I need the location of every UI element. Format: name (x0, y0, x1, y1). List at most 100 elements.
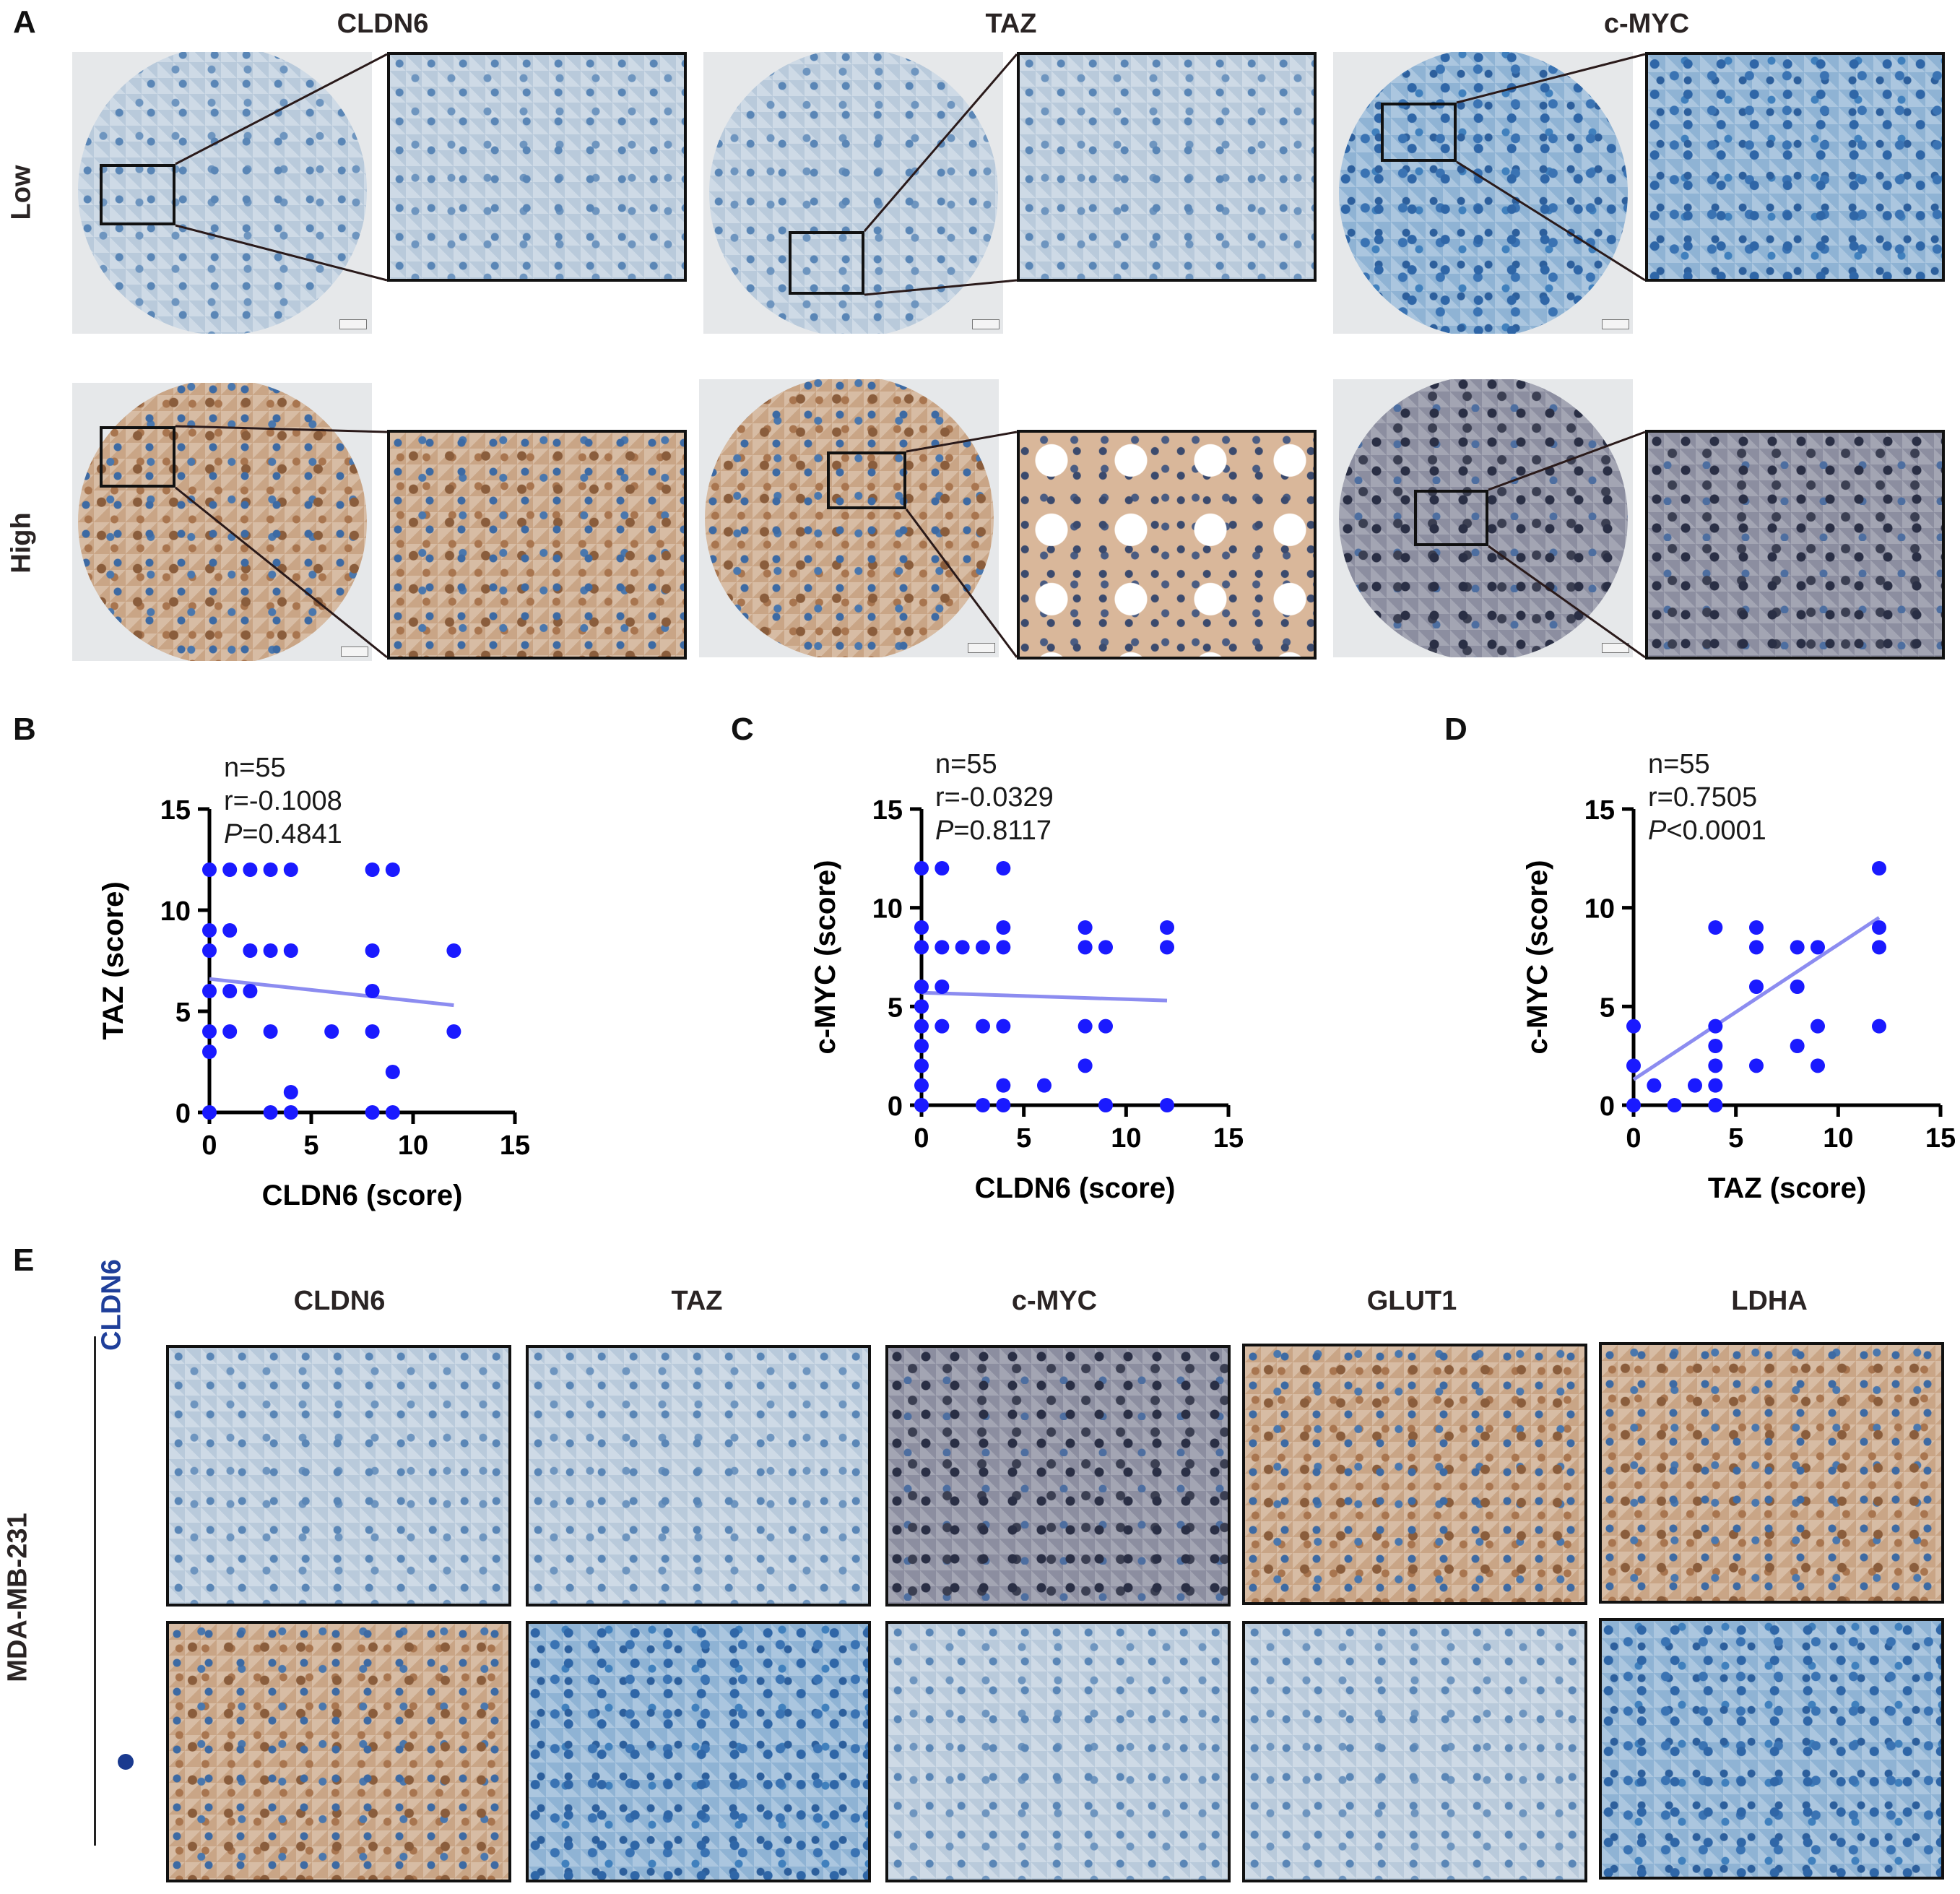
data-point (1160, 940, 1174, 955)
x-tick-label: 10 (398, 1130, 428, 1161)
data-point (935, 940, 950, 955)
data-point (385, 1105, 400, 1120)
data-point (1708, 1078, 1723, 1093)
panel-b-p-value: =0.4841 (242, 819, 342, 849)
data-point (202, 943, 217, 958)
roi-box-cmyc-low (1381, 103, 1457, 162)
data-point (263, 943, 278, 958)
panel-e-image-cldn6-control (166, 1345, 511, 1607)
y-tick-label: 10 (1584, 894, 1615, 925)
y-tick-label: 5 (888, 993, 903, 1023)
zoom-image-taz-low (1017, 52, 1317, 282)
panel-e-image-cldn6-dot (166, 1621, 511, 1882)
data-point (1626, 1098, 1641, 1112)
roi-box-cldn6-high (100, 426, 175, 488)
data-point (243, 984, 258, 998)
data-point (996, 1098, 1011, 1112)
y-tick-label: 0 (175, 1099, 191, 1129)
x-tick-label: 15 (500, 1130, 530, 1161)
data-point (1098, 940, 1113, 955)
data-point (263, 862, 278, 877)
data-point (1647, 1078, 1662, 1093)
data-point (365, 943, 380, 958)
panel-a-header-cldn6: CLDN6 (337, 9, 429, 39)
y-tick-label: 0 (888, 1091, 903, 1122)
data-point (1708, 1039, 1723, 1053)
data-point (996, 920, 1011, 935)
panel-b-p: P=0.4841 (224, 818, 342, 851)
scatter-chart-c: 0 5 10 15 0 5 10 15 CLDN6 (score) c-MYC (score) (810, 795, 1244, 1204)
y-tick-label: 0 (1600, 1091, 1615, 1122)
tma-core-cldn6-low (72, 52, 372, 334)
panel-d-p-label: P (1648, 816, 1667, 846)
data-point (1708, 1098, 1723, 1112)
data-point (1790, 940, 1805, 955)
panel-e-header-glut1: GLUT1 (1366, 1286, 1457, 1316)
data-point (914, 1058, 929, 1073)
panel-e-image-glut1-control (1242, 1344, 1587, 1605)
data-point (1749, 920, 1764, 935)
data-point (1077, 940, 1093, 955)
condition-label-text: CLDN6 (96, 1259, 127, 1351)
panel-letter-c: C (731, 712, 754, 747)
zoom-connector-lines (175, 53, 1646, 659)
data-point (222, 923, 238, 938)
data-point (263, 1024, 278, 1039)
scatter-chart-b: 0 5 10 15 0 5 10 15 CLDN6 (score) TAZ (score) (97, 795, 530, 1211)
y-tick-label: 15 (160, 795, 191, 826)
panel-c-p-value: =0.8117 (953, 816, 1051, 846)
x-tick-label: 10 (1111, 1123, 1141, 1154)
panel-d-r: r=0.7505 (1648, 782, 1758, 813)
panel-d-n: n=55 (1648, 749, 1710, 779)
data-point (283, 862, 298, 877)
panel-e-image-cmyc-dot (885, 1621, 1231, 1882)
data-point (1160, 920, 1174, 935)
data-point (1872, 940, 1886, 955)
panel-letter-b: B (13, 712, 36, 747)
data-point (202, 984, 217, 998)
data-point (202, 923, 217, 938)
panel-e-image-ldha-dot (1599, 1618, 1944, 1880)
data-point (283, 1105, 298, 1120)
data-point (243, 943, 258, 958)
data-point (914, 920, 929, 935)
data-point (263, 1105, 278, 1120)
panel-c-p: P=0.8117 (935, 814, 1051, 847)
data-point (385, 862, 400, 877)
roi-box-taz-low (789, 231, 864, 295)
data-point (243, 862, 258, 877)
x-tick-label: 0 (914, 1123, 929, 1154)
data-point (1811, 1058, 1825, 1073)
panel-e-header-cldn6: CLDN6 (293, 1286, 386, 1316)
roi-box-cmyc-high (1414, 490, 1488, 546)
panel-d-p: P<0.0001 (1648, 814, 1766, 847)
data-point (935, 980, 950, 994)
data-point (914, 1078, 929, 1093)
zoom-image-taz-high (1017, 430, 1317, 660)
data-point (1749, 940, 1764, 955)
panel-a-header-taz: TAZ (985, 9, 1037, 39)
data-point (1790, 1039, 1805, 1053)
data-point (283, 1085, 298, 1099)
data-point (996, 940, 1011, 955)
data-point (914, 1039, 929, 1053)
group-bracket-line (94, 1336, 96, 1846)
data-point (955, 940, 970, 955)
regression-line (921, 990, 1168, 1003)
panel-e-image-taz-control (526, 1345, 871, 1607)
data-point (996, 1078, 1011, 1093)
data-point (914, 1019, 929, 1034)
panel-letter-e: E (13, 1242, 35, 1278)
data-point (1790, 980, 1805, 994)
y-axis-label: TAZ (score) (97, 881, 129, 1039)
data-point (1811, 1019, 1825, 1034)
data-point (996, 861, 1011, 875)
data-point (1077, 1058, 1093, 1073)
data-point (914, 861, 929, 875)
panel-e-header-taz: TAZ (671, 1286, 723, 1316)
y-tick-label: 10 (160, 896, 191, 927)
data-point (365, 862, 380, 877)
data-point (914, 940, 929, 955)
data-point (1708, 1058, 1723, 1073)
y-axis-label: c-MYC (score) (1522, 860, 1553, 1055)
